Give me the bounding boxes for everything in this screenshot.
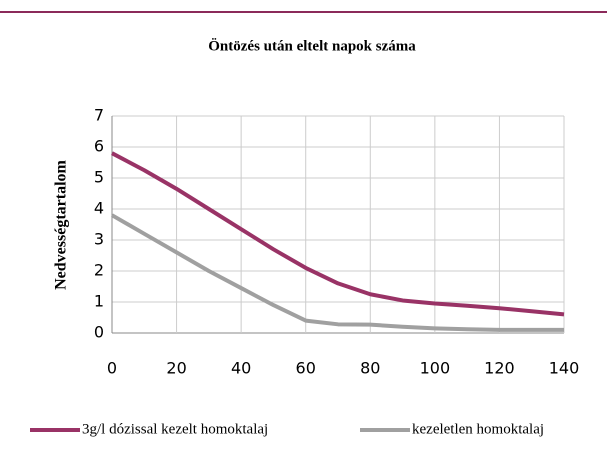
x-tick-label: 80	[360, 359, 380, 378]
x-tick-label: 40	[231, 359, 251, 378]
y-tick-label: 2	[94, 261, 104, 280]
chart-title: Öntözés után eltelt napok száma	[208, 37, 416, 54]
legend-label: kezeletlen homoktalaj	[412, 421, 544, 437]
y-tick-label: 5	[94, 168, 104, 187]
x-tick-label: 0	[107, 359, 117, 378]
y-tick-label: 0	[94, 323, 104, 342]
legend-label: 3g/l dózissal kezelt homoktalaj	[82, 421, 268, 437]
x-tick-label: 120	[484, 359, 515, 378]
series-line	[111, 151, 565, 317]
y-tick-label: 7	[94, 106, 104, 125]
x-tick-label: 140	[549, 359, 580, 378]
y-tick-label: 4	[94, 199, 104, 218]
x-tick-label: 20	[166, 359, 186, 378]
y-tick-label: 3	[94, 230, 104, 249]
series-line	[111, 213, 564, 332]
y-axis-label: Nedvességtartalom	[53, 159, 70, 289]
x-tick-label: 60	[296, 359, 316, 378]
y-tick-label: 1	[94, 292, 104, 311]
x-tick-label: 100	[420, 359, 451, 378]
y-tick-label: 6	[94, 137, 104, 156]
